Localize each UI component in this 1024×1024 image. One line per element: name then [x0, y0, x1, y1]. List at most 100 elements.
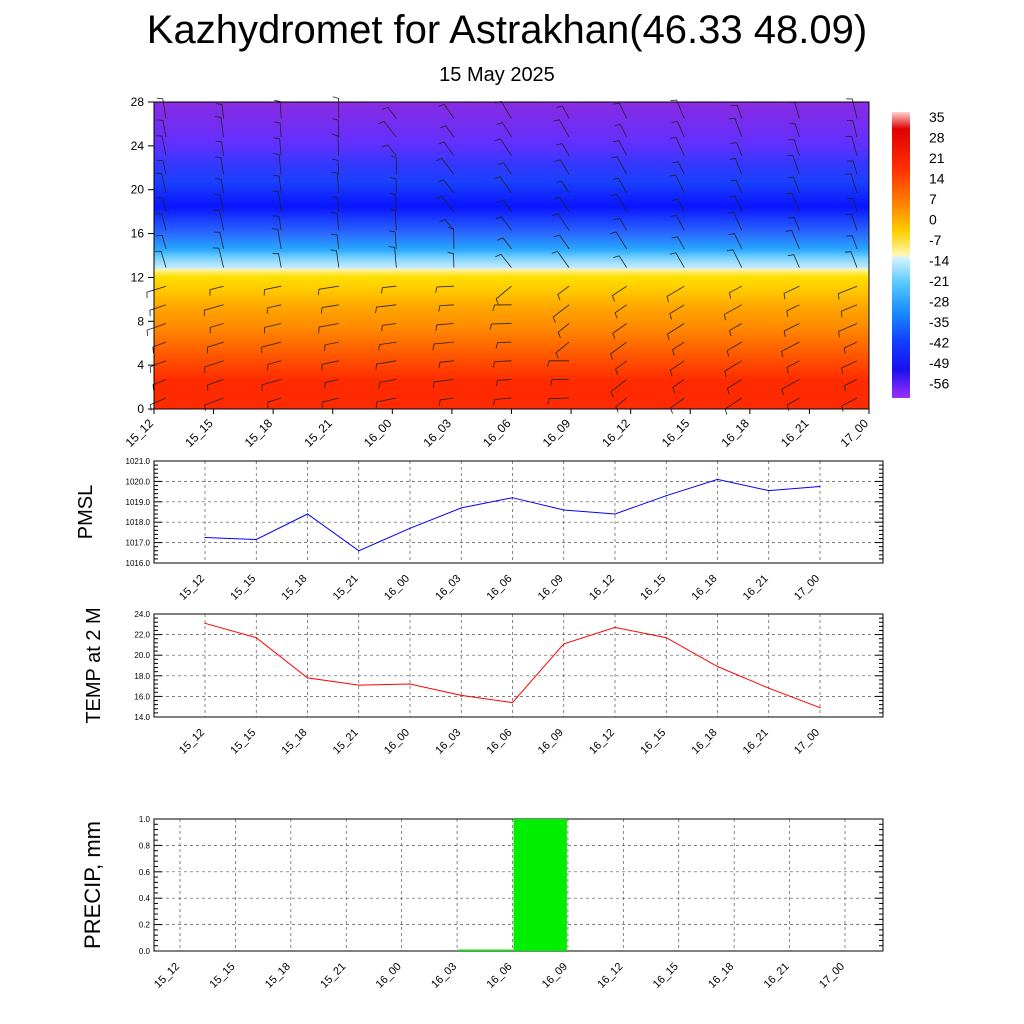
- precip-x-tick-label: 16_00: [374, 961, 404, 991]
- wind-barb: [671, 121, 685, 138]
- wind-barb: [152, 341, 167, 354]
- wind-barb: [447, 251, 455, 268]
- wind-barb: [786, 155, 800, 175]
- wind-barb: [786, 360, 800, 374]
- wind-barb: [553, 119, 570, 138]
- pmsl-point: [665, 495, 667, 497]
- temp-point: [768, 687, 770, 689]
- wind-barb: [375, 304, 397, 314]
- wind-barb: [726, 249, 743, 268]
- pmsl-y-tick-label: 1017.0: [126, 539, 151, 548]
- wind-barb: [272, 190, 282, 212]
- precip-y-tick-label: 0.0: [139, 947, 151, 956]
- wind-barb: [670, 137, 685, 156]
- wind-barb: [731, 104, 743, 119]
- wind-barb: [388, 246, 397, 268]
- wind-barb: [727, 211, 743, 231]
- temp-y-tick-label: 14.0: [134, 713, 150, 722]
- wind-barb: [788, 216, 800, 231]
- temp-series-line: [204, 622, 821, 709]
- wind-barb: [781, 379, 800, 395]
- wind-barb: [378, 379, 397, 389]
- wind-barb: [156, 119, 167, 138]
- temp-x-tick-label: 16_00: [382, 727, 412, 757]
- wind-barb: [381, 323, 397, 332]
- wind-barb: [613, 102, 628, 119]
- wind-barb: [152, 379, 167, 391]
- wind-barb: [261, 341, 282, 354]
- wind-barb: [389, 192, 397, 212]
- colorbar-label: -35: [929, 314, 949, 330]
- wind-barb: [266, 304, 282, 314]
- wind-barb: [789, 123, 800, 138]
- heatmap-x-tick-label: 17_00: [838, 416, 872, 450]
- wind-barb: [438, 397, 454, 406]
- pmsl-point: [306, 513, 309, 515]
- wind-barb: [332, 158, 340, 175]
- precip-x-tick-label: 15_21: [318, 961, 348, 991]
- wind-barb: [378, 341, 397, 351]
- wind-barb: [547, 360, 570, 367]
- wind-barb: [728, 195, 743, 212]
- wind-barb: [213, 209, 224, 231]
- wind-barb: [841, 397, 858, 412]
- heatmap-x-tick-label: 16_18: [718, 416, 752, 450]
- wind-barb: [274, 121, 282, 138]
- wind-barb: [437, 179, 455, 194]
- wind-barb: [493, 397, 512, 406]
- pmsl-grid: [154, 461, 883, 563]
- wind-barb: [155, 213, 167, 231]
- wind-barb: [843, 379, 858, 392]
- wind-barb: [783, 323, 800, 337]
- temp-y-tick-label: 18.0: [134, 672, 150, 681]
- wind-barb: [846, 98, 858, 119]
- wind-barb: [267, 360, 282, 371]
- wind-barb: [611, 156, 628, 175]
- wind-barb: [844, 251, 858, 268]
- pmsl-x-tick-label: 16_06: [485, 573, 515, 603]
- temp-y-tick-label: 24.0: [134, 610, 150, 619]
- heatmap-x-tick-label: 16_00: [361, 416, 395, 450]
- precip-x-tick-label: 16_21: [762, 961, 792, 991]
- heatmap-x-tick-label: 16_03: [421, 416, 455, 450]
- wind-barb: [615, 397, 627, 413]
- colorbar-label: -42: [929, 335, 949, 351]
- wind-barb: [847, 160, 858, 175]
- colorbar-label: -21: [929, 273, 949, 289]
- temp-x-tick-label: 16_06: [485, 727, 515, 757]
- wind-barb: [672, 161, 685, 175]
- wind-barb: [156, 235, 167, 250]
- wind-barb: [788, 139, 800, 156]
- colorbar-label: -14: [929, 253, 949, 269]
- temp-y-tick-label: 20.0: [134, 651, 150, 660]
- colorbar-label: 21: [929, 150, 945, 166]
- wind-barb: [495, 341, 512, 349]
- wind-barb: [730, 142, 743, 156]
- wind-barb: [495, 253, 512, 268]
- temp-point: [511, 701, 514, 704]
- colorbar-label: 35: [929, 109, 945, 125]
- wind-barb: [375, 360, 397, 371]
- pmsl-y-tick-label: 1020.0: [126, 477, 151, 486]
- heatmap-y-tick-label: 20: [131, 183, 145, 197]
- temp-point: [358, 684, 360, 686]
- wind-barb: [149, 304, 167, 317]
- colorbar-label: 7: [929, 191, 937, 207]
- temp-point: [409, 683, 411, 685]
- wind-barb: [489, 323, 512, 330]
- temp-point: [665, 637, 667, 639]
- pmsl-point: [614, 513, 616, 515]
- heatmap-y-tick-label: 8: [137, 314, 144, 328]
- temp-grid: [154, 614, 883, 717]
- precip-x-tick-label: 15_18: [263, 961, 293, 991]
- colorbar-label: -7: [929, 232, 942, 248]
- wind-barb: [730, 179, 743, 194]
- heatmap-y-tick-label: 4: [137, 358, 144, 372]
- wind-barb: [389, 230, 397, 249]
- temp-point: [460, 694, 462, 696]
- wind-barb: [381, 285, 397, 294]
- precip-y-tick-label: 1.0: [139, 815, 151, 824]
- temp-y-tick-label: 16.0: [134, 692, 150, 701]
- heatmap-x-tick-label: 16_21: [778, 416, 812, 450]
